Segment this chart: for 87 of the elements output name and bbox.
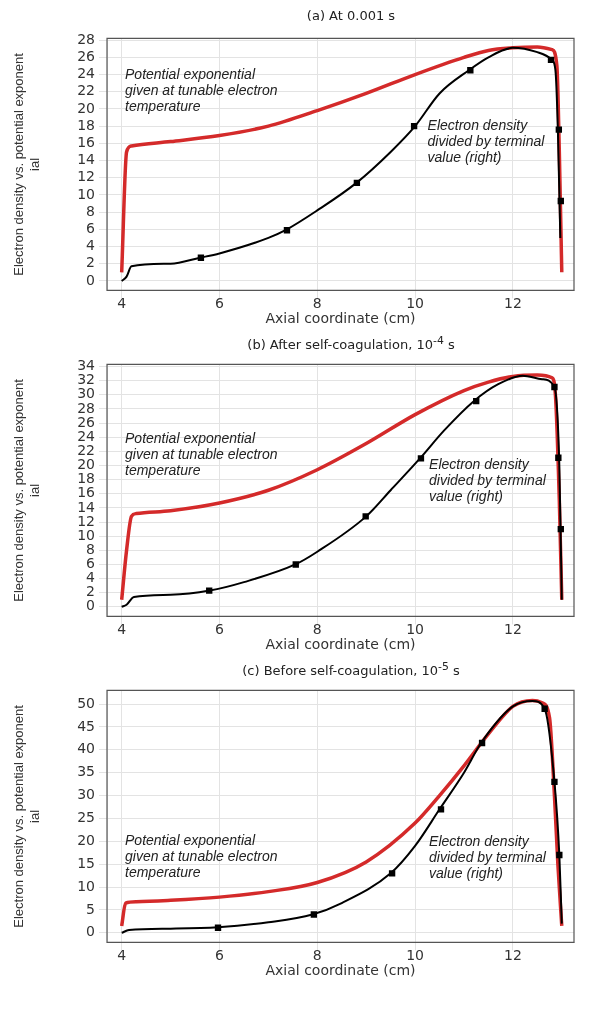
x-tick-label: 10 [406, 621, 424, 638]
point [555, 454, 562, 461]
y-tick-label: 0 [86, 597, 96, 614]
y-tick-label: 22 [77, 82, 96, 99]
y-tick-label: 26 [77, 413, 96, 430]
point [362, 513, 369, 520]
y-tick-label: 8 [86, 540, 96, 557]
y-tick-label: 28 [77, 399, 96, 416]
y-axis-title: Electron density vs. potential exponent ial [11, 52, 42, 276]
y-tick-label: 6 [86, 555, 96, 572]
y-tick-label: 20 [77, 456, 96, 473]
y-axis-title: Electron density vs. potential exponent ial [11, 704, 42, 928]
x-tick-label: 10 [406, 295, 424, 312]
y-tick-label: 5 [86, 900, 96, 917]
y-axis-title: Electron density vs. potential exponent ial [11, 378, 42, 602]
point [555, 126, 563, 133]
y-tick-label: 50 [77, 694, 96, 711]
x-axis-title: Axial coordinate (cm) [265, 636, 416, 653]
y-tick-label: 18 [77, 116, 96, 133]
chart-title: (a) At 0.001 s [305, 8, 397, 25]
y-tick-label: 26 [77, 47, 96, 64]
y-tick-label: 34 [77, 357, 96, 374]
y-tick-label: 22 [77, 441, 96, 458]
y-tick-label: 35 [77, 763, 96, 780]
y-tick-label: 8 [86, 202, 96, 219]
y-tick-label: 20 [77, 831, 96, 848]
y-tick-label: 10 [77, 185, 96, 202]
x-axis-title: Axial coordinate (cm) [265, 962, 416, 979]
y-tick-label: 25 [77, 809, 96, 826]
chart-title: (b) After self-coagulation, 10$^{-4}$ s [246, 334, 456, 353]
x-tick-label: 6 [215, 947, 225, 964]
series-label: Potential exponential given at tunable electron temperature [125, 430, 278, 479]
x-tick-label: 8 [312, 947, 322, 964]
x-tick-label: 4 [117, 295, 127, 312]
y-tick-label: 30 [77, 786, 96, 803]
y-tick-label: 30 [77, 385, 96, 402]
y-tick-label: 2 [86, 254, 96, 271]
point [292, 561, 299, 568]
point [551, 778, 558, 786]
point [467, 67, 474, 74]
x-tick-label: 4 [117, 947, 127, 964]
y-tick-label: 14 [77, 151, 96, 168]
x-tick-label: 4 [117, 621, 127, 638]
x-tick-label: 6 [215, 621, 225, 638]
y-tick-label: 45 [77, 717, 96, 734]
x-tick-label: 6 [215, 295, 225, 312]
y-tick-label: 0 [86, 923, 96, 940]
y-tick-label: 24 [77, 427, 96, 444]
x-tick-label: 12 [503, 295, 522, 312]
point [541, 705, 548, 712]
y-tick-label: 20 [77, 99, 96, 116]
x-axis-title: Axial coordinate (cm) [265, 310, 416, 327]
y-tick-label: 14 [77, 498, 96, 515]
y-tick-label: 0 [86, 271, 96, 288]
series-label: Electron density divided by terminal value (right) [429, 832, 547, 881]
y-tick-label: 16 [77, 484, 96, 501]
point [388, 870, 396, 877]
series-label: Electron density divided by terminal value (right) [429, 455, 547, 504]
y-tick-label: 24 [77, 65, 96, 82]
y-tick-label: 2 [86, 583, 96, 600]
y-tick-label: 40 [77, 740, 96, 757]
y-tick-label: 32 [77, 371, 96, 388]
x-tick-label: 12 [503, 947, 522, 964]
point [206, 587, 213, 594]
y-tick-label: 4 [86, 569, 96, 586]
y-tick-label: 12 [77, 512, 96, 529]
y-tick-label: 6 [86, 219, 96, 236]
y-tick-label: 10 [77, 526, 96, 543]
chart-title: (c) Before self-coagulation, 10$^{-5}$ s [241, 660, 461, 679]
series-label: Potential exponential given at tunable electron temperature [125, 66, 278, 115]
x-tick-label: 8 [312, 295, 322, 312]
y-tick-label: 18 [77, 470, 96, 487]
y-tick-label: 15 [77, 854, 96, 871]
point [310, 911, 318, 918]
point [551, 383, 558, 391]
y-tick-label: 4 [86, 237, 96, 254]
y-tick-label: 10 [77, 877, 96, 894]
series-label: Potential exponential given at tunable electron temperature [125, 831, 278, 880]
y-tick-label: 28 [77, 30, 96, 47]
x-tick-label: 10 [406, 947, 424, 964]
x-tick-label: 8 [312, 621, 322, 638]
series-label: Electron density divided by terminal value (right) [427, 117, 546, 166]
y-tick-label: 16 [77, 133, 96, 150]
x-tick-label: 12 [503, 621, 522, 638]
point [417, 455, 425, 462]
y-tick-label: 12 [77, 168, 96, 185]
point [556, 851, 563, 859]
